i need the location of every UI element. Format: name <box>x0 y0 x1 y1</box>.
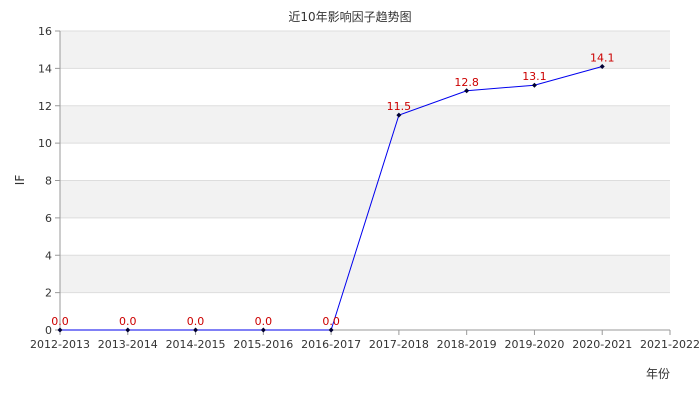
data-point <box>57 327 63 333</box>
data-label: 0.0 <box>119 315 137 328</box>
data-point <box>464 88 470 94</box>
y-tick-label: 8 <box>45 175 52 188</box>
grid-band <box>60 31 670 69</box>
y-axis-title: IF <box>13 175 27 186</box>
chart-title: 近10年影响因子趋势图 <box>288 9 411 24</box>
data-point <box>599 64 605 70</box>
x-tick-label: 2015-2016 <box>233 338 293 351</box>
data-label: 0.0 <box>51 315 69 328</box>
data-label: 0.0 <box>255 315 273 328</box>
data-point <box>396 112 402 118</box>
data-point <box>125 327 131 333</box>
data-point <box>193 327 199 333</box>
plot-area: 0 2 4 6 8 10 12 14 16 2012-2013 2013-2014 2014-2015… <box>30 25 700 351</box>
y-tick-label: 2 <box>45 287 52 300</box>
y-tick-label: 16 <box>38 25 52 38</box>
y-tick-label: 12 <box>38 100 52 113</box>
data-label: 12.8 <box>454 76 479 89</box>
x-tick-label: 2014-2015 <box>166 338 226 351</box>
x-tick-label: 2016-2017 <box>301 338 361 351</box>
x-tick-label: 2012-2013 <box>30 338 90 351</box>
data-label: 0.0 <box>187 315 205 328</box>
data-point <box>531 82 537 88</box>
data-label: 13.1 <box>522 70 547 83</box>
x-axis-title: 年份 <box>646 367 670 381</box>
grid-band <box>60 180 670 218</box>
x-tick-label: 2017-2018 <box>369 338 429 351</box>
y-tick-label: 4 <box>45 249 52 262</box>
grid-band <box>60 105 670 144</box>
data-label: 14.1 <box>590 52 615 65</box>
x-tick-label: 2019-2020 <box>504 338 564 351</box>
data-label: 11.5 <box>387 100 412 113</box>
grid-band <box>60 255 670 293</box>
data-point <box>328 327 334 333</box>
data-label: 0.0 <box>322 315 340 328</box>
x-tick-label: 2018-2019 <box>437 338 497 351</box>
y-tick-label: 14 <box>38 62 52 75</box>
x-tick-label: 2021-2022 <box>640 338 700 351</box>
x-tick-label: 2020-2021 <box>572 338 632 351</box>
y-tick-label: 0 <box>45 324 52 337</box>
x-tick-label: 2013-2014 <box>98 338 158 351</box>
y-tick-label: 10 <box>38 137 52 150</box>
y-tick-label: 6 <box>45 212 52 225</box>
data-point <box>260 327 266 333</box>
